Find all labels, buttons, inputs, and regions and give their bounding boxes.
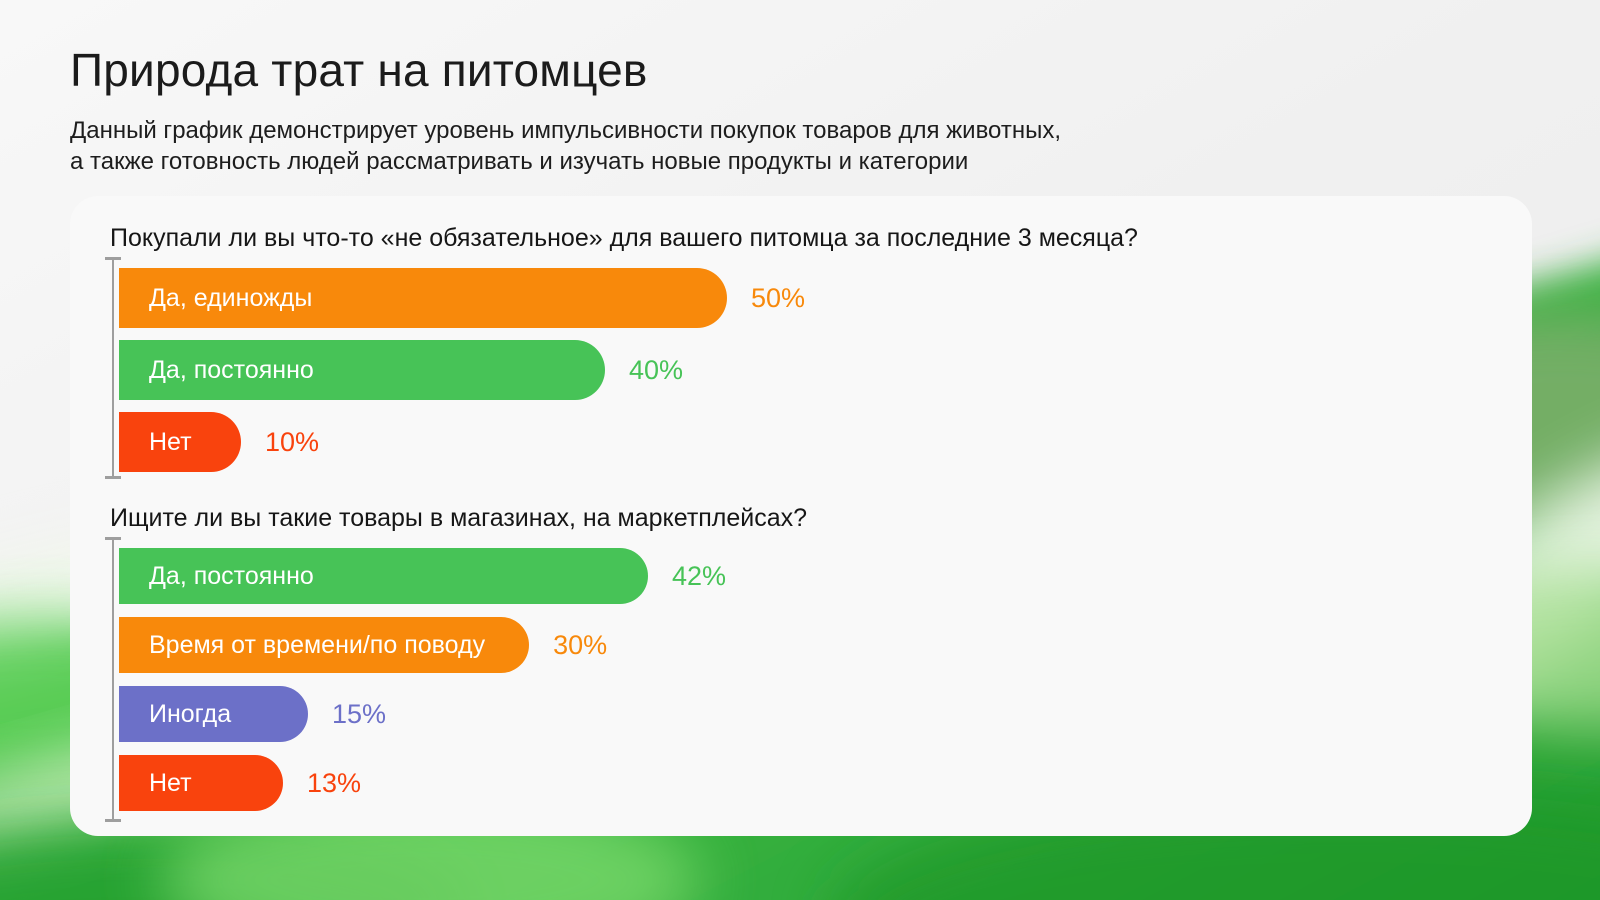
bar: Нет: [119, 755, 283, 811]
bar: Нет: [119, 412, 241, 472]
y-axis-line: [105, 537, 121, 822]
bar-value-label: 15%: [332, 698, 387, 729]
bar-value-label: 42%: [672, 560, 727, 591]
bar-row: Да, единожды 50%: [119, 268, 1492, 328]
chart-group-impulse-purchases: Покупали ли вы что-то «не обязательное» …: [105, 222, 1492, 479]
bar-row: Время от времени/по поводу 30%: [119, 617, 1492, 673]
bar-plot: Да, единожды 50% Да, постоянно 40% Нет 1…: [105, 257, 1492, 479]
bar: Иногда: [119, 686, 308, 742]
bar-category-label: Иногда: [149, 699, 232, 728]
page-subtitle: Данный график демонстрирует уровень импу…: [70, 115, 1061, 177]
bar-category-label: Да, постоянно: [149, 561, 314, 590]
bar-plot: Да, постоянно 42% Время от времени/по по…: [105, 537, 1492, 822]
bars-container: Да, единожды 50% Да, постоянно 40% Нет 1…: [119, 268, 1492, 472]
bar-category-label: Нет: [149, 768, 192, 797]
bar-row: Нет 13%: [119, 755, 1492, 811]
bar-value-label: 40%: [629, 354, 684, 385]
bar-value-label: 10%: [265, 426, 320, 457]
bar-value-label: 13%: [307, 767, 362, 798]
page-title: Природа трат на питомцев: [70, 44, 648, 96]
bar-row: Нет 10%: [119, 412, 1492, 472]
chart-question: Ищите ли вы такие товары в магазинах, на…: [110, 504, 808, 532]
bar-category-label: Нет: [149, 427, 192, 456]
chart-question: Покупали ли вы что-то «не обязательное» …: [110, 224, 1138, 252]
bar-row: Да, постоянно 42%: [119, 548, 1492, 604]
bar: Время от времени/по поводу: [119, 617, 530, 673]
bar-row: Иногда 15%: [119, 686, 1492, 742]
bar-category-label: Да, единожды: [149, 283, 313, 312]
bar-value-label: 50%: [751, 282, 806, 313]
bar: Да, постоянно: [119, 548, 648, 604]
bar: Да, единожды: [119, 268, 727, 328]
bars-container: Да, постоянно 42% Время от времени/по по…: [119, 548, 1492, 811]
bar-row: Да, постоянно 40%: [119, 340, 1492, 400]
bar-value-label: 30%: [553, 629, 608, 660]
bar-category-label: Да, постоянно: [149, 355, 314, 384]
chart-group-search-behavior: Ищите ли вы такие товары в магазинах, на…: [105, 502, 1492, 822]
bar-category-label: Время от времени/по поводу: [149, 630, 486, 659]
bar: Да, постоянно: [119, 340, 605, 400]
y-axis-line: [105, 257, 121, 479]
page-header: Природа трат на питомцев Данный график д…: [70, 44, 1061, 177]
page-subtitle-line-2: а также готовность людей рассматривать и…: [70, 147, 969, 175]
chart-card: Покупали ли вы что-то «не обязательное» …: [70, 196, 1532, 836]
page-subtitle-line-1: Данный график демонстрирует уровень импу…: [70, 116, 1062, 144]
